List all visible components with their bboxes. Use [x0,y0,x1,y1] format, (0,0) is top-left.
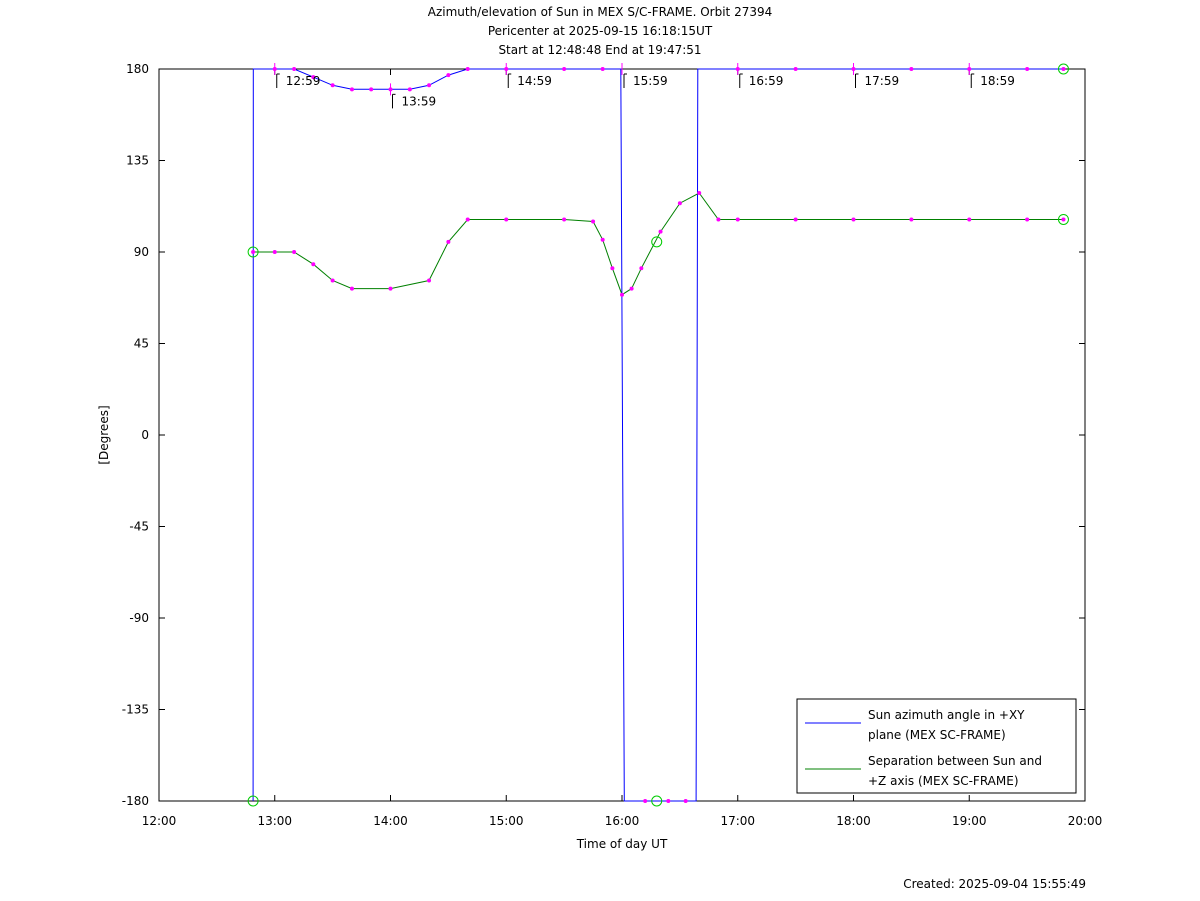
data-point-marker [620,292,624,297]
hour-label: 15:59 [633,74,668,88]
legend-box [796,698,1077,794]
data-point-marker [311,75,316,80]
data-point-marker [446,73,451,78]
data-point-marker [330,278,335,283]
legend-label: plane (MEX SC-FRAME) [868,728,1006,742]
y-axis-label: [Degrees] [97,405,111,464]
data-point-marker [427,278,432,283]
chart-subtitle-start-end: Start at 12:48:48 End at 19:47:51 [498,43,702,57]
legend-label: Sun azimuth angle in +XY [868,708,1025,722]
x-axis-label: Time of day UT [576,837,668,851]
circle-marker [651,795,663,807]
y-tick-label: 90 [134,245,149,259]
data-point-marker [369,87,374,92]
circle-marker [247,246,259,258]
hour-label: 16:59 [749,74,784,88]
data-point-marker [1025,217,1030,222]
data-point-marker [251,250,256,254]
data-point-marker [629,286,634,291]
data-point-marker [658,229,663,234]
data-point-marker [465,67,470,71]
data-point-marker [697,191,702,196]
x-tick-label: 14:00 [373,814,408,828]
data-point-marker [388,286,393,291]
x-tick-label: 12:00 [142,814,177,828]
hour-label: 13:59 [402,94,437,108]
hour-label: 12:59 [286,74,321,88]
series-line-1 [253,192,1064,296]
data-point-marker [909,67,914,71]
data-point-marker [677,201,682,206]
circle-marker [247,795,259,807]
hour-label: 14:59 [517,74,552,88]
chart-subtitle-pericenter: Pericenter at 2025-09-15 16:18:15UT [487,24,713,38]
data-point-marker [591,219,596,224]
series-layer [252,68,1064,802]
y-tick-label: -45 [129,520,149,534]
data-point-marker [349,286,354,291]
data-point-marker [666,799,671,803]
y-tick-label: 0 [141,428,149,442]
y-tick-label: 135 [126,154,149,168]
y-axis: 180 135 90 45 0 -45 -90 -135 -180 [122,62,1085,808]
hour-label-layer: 12:59 13:59 14:59 15:59 16:59 17:59 18:59 [274,63,1015,109]
data-point-marker [292,67,297,71]
data-point-marker [446,239,451,244]
y-tick-label: -135 [122,703,149,717]
x-tick-label: 13:00 [257,814,292,828]
x-tick-label: 15:00 [489,814,524,828]
x-tick-label: 18:00 [836,814,871,828]
hour-label: 17:59 [865,74,900,88]
data-point-marker [272,250,277,254]
y-tick-label: 45 [134,337,149,351]
x-tick-label: 17:00 [720,814,755,828]
data-point-marker [349,87,354,92]
data-point-marker [407,87,412,92]
data-point-marker [735,217,740,222]
data-point-marker [504,217,509,222]
y-tick-label: -180 [122,794,149,808]
legend-label: +Z axis (MEX SC-FRAME) [868,774,1019,788]
data-point-marker [851,217,856,222]
data-point-marker [793,67,798,71]
data-point-marker [562,67,567,71]
data-point-marker [600,237,605,242]
circle-marker [1057,63,1069,75]
data-point-marker [600,67,605,71]
x-axis: 12:00 13:00 14:00 15:00 16:00 17:00 18:00 19:00… [142,69,1103,828]
y-tick-label: -90 [129,611,149,625]
data-point-marker [1025,67,1030,71]
data-point-marker [639,266,644,271]
data-point-marker [909,217,914,222]
data-point-marker [793,217,798,222]
plot-frame [158,68,1086,802]
hour-label: 18:59 [980,74,1015,88]
x-tick-label: 20:00 [1068,814,1103,828]
data-point-marker [311,262,316,267]
data-point-marker [1061,67,1066,71]
data-point-marker [465,217,470,222]
x-tick-label: 16:00 [605,814,640,828]
data-point-marker [967,217,972,222]
circle-marker [1057,213,1069,225]
legend-label: Separation between Sun and [868,754,1042,768]
created-timestamp: Created: 2025-09-04 15:55:49 [903,877,1086,891]
chart-title: Azimuth/elevation of Sun in MEX S/C-FRAM… [427,5,773,19]
data-point-marker [683,799,688,803]
data-point-marker [330,83,335,88]
y-tick-label: 180 [126,62,149,76]
data-point-marker [427,83,432,88]
data-point-marker [1061,217,1066,222]
data-point-marker [643,799,648,803]
data-point-marker [716,217,721,222]
series-line-0 [252,68,1064,802]
data-point-marker [562,217,567,222]
circle-marker [651,236,663,248]
data-point-marker [292,250,297,254]
x-tick-label: 19:00 [952,814,987,828]
marker-layer [247,63,1069,807]
legend: Sun azimuth angle in +XY plane (MEX SC-FR… [796,698,1077,794]
data-point-marker [610,266,615,271]
